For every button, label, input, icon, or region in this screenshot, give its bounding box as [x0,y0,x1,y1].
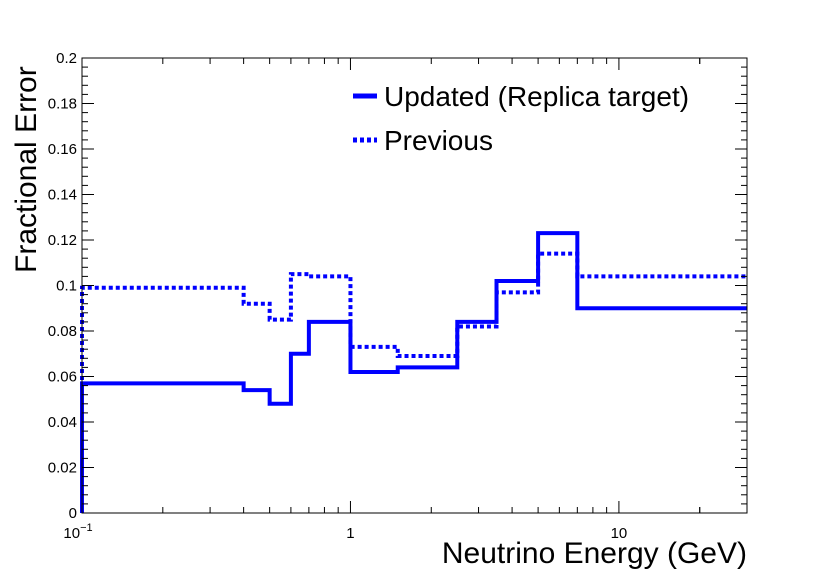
x-tick-label: 1 [346,525,354,542]
y-tick-label: 0.18 [48,96,77,113]
y-tick-label: 0.14 [48,187,77,204]
legend-label-updated: Updated (Replica target) [384,81,689,112]
plot-area [80,231,747,513]
x-tick-label-exponent: −1 [80,522,93,534]
y-tick-label: 0.06 [48,369,77,386]
y-tick-label: 0.12 [48,232,77,249]
series-line-updated [80,231,747,513]
legend-label-previous: Previous [384,125,493,156]
x-tick-label-base: 10 [63,525,80,542]
y-axis-title: Fractional Error [10,66,43,273]
y-tick-label: 0.16 [48,141,77,158]
x-tick-label: 10−1 [63,522,92,542]
x-axis-title: Neutrino Energy (GeV) [442,537,747,570]
plot-frame [81,57,748,514]
legend: Updated (Replica target) Previous [353,81,689,156]
y-tick-label: 0 [69,505,77,522]
y-tick-label: 0.04 [48,414,77,431]
axis-tick-labels: 0 0.02 0.04 0.06 0.08 0.1 0.12 0.14 0.16 0.18 0.2 1… [48,50,627,542]
x-tick-label: 10 [611,525,628,542]
y-tick-label: 0.2 [56,50,77,67]
y-tick-label: 0.1 [56,278,77,295]
y-tick-label: 0.08 [48,323,77,340]
y-tick-label: 0.02 [48,460,77,477]
